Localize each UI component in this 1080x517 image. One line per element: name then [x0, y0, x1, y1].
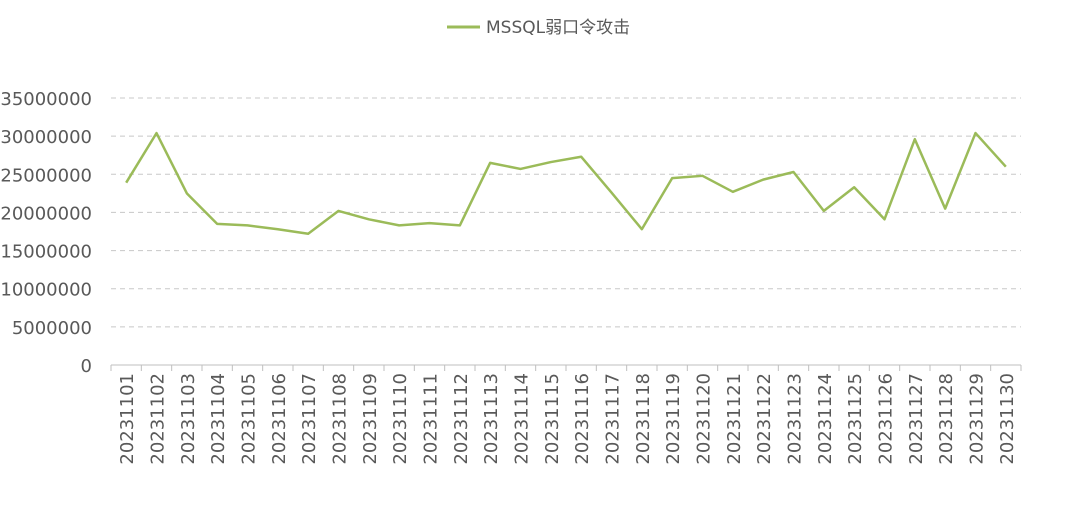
data-point [943, 207, 947, 211]
x-tick-label: 20231126 [876, 373, 897, 465]
data-point [337, 209, 341, 213]
x-axis: 20231101 20231102 20231103 20231104 20231105… [110, 364, 1022, 465]
data-point [549, 160, 553, 164]
data-point [276, 227, 280, 231]
data-point [822, 209, 826, 213]
y-tick-label: 0 [81, 356, 92, 377]
legend-label: MSSQL弱口令攻击 [486, 18, 630, 38]
x-tick-label: 20231122 [754, 373, 775, 465]
y-tick-label: 35000000 [0, 89, 92, 110]
data-point [913, 137, 917, 141]
data-point [1004, 165, 1008, 169]
y-tick-label: 5000000 [12, 318, 92, 339]
x-tick-label: 20231112 [451, 373, 472, 465]
x-tick-label: 20231102 [148, 373, 169, 465]
y-tick-label: 25000000 [0, 165, 92, 186]
x-tick-label: 20231113 [481, 373, 502, 465]
y-tick-label: 10000000 [0, 280, 92, 301]
x-tick-label: 20231104 [208, 373, 229, 465]
x-tick-label: 20231117 [603, 373, 624, 465]
x-tick-label: 20231128 [936, 373, 957, 465]
data-point [488, 161, 492, 165]
data-point [397, 223, 401, 227]
x-tick-label: 20231103 [178, 373, 199, 465]
x-tick-label: 20231114 [512, 373, 533, 465]
data-point [428, 221, 432, 225]
y-tick-label: 30000000 [0, 127, 92, 148]
data-point [852, 185, 856, 189]
data-point [731, 190, 735, 194]
data-point [246, 223, 250, 227]
data-point [306, 232, 310, 236]
y-tick-label: 20000000 [0, 203, 92, 224]
x-tick-label: 20231109 [360, 373, 381, 465]
y-tick-label: 15000000 [0, 242, 92, 263]
x-tick-label: 20231123 [785, 373, 806, 465]
series-layer [124, 131, 1008, 236]
x-tick-label: 20231118 [633, 373, 654, 465]
data-point [367, 217, 371, 221]
data-point [761, 178, 765, 182]
x-tick-label: 20231127 [906, 373, 927, 465]
data-point [155, 131, 159, 135]
x-tick-label: 20231120 [694, 373, 715, 465]
data-point [185, 191, 189, 195]
x-tick-label: 20231124 [815, 373, 836, 465]
x-tick-label: 20231107 [299, 373, 320, 465]
x-tick-label: 20231125 [845, 373, 866, 465]
data-point [640, 227, 644, 231]
x-tick-label: 20231111 [421, 373, 442, 465]
x-tick-label: 20231105 [239, 373, 260, 465]
y-axis: 0 5000000 10000000 15000000 20000000 25000000… [0, 89, 92, 377]
x-tick-label: 20231121 [724, 373, 745, 465]
data-point [215, 222, 219, 226]
series-line [125, 131, 1007, 236]
x-tick-label: 20231129 [967, 373, 988, 465]
x-tick-label: 20231119 [663, 373, 684, 465]
data-point [124, 181, 128, 185]
data-point [670, 176, 674, 180]
data-point [519, 167, 523, 171]
x-tick-label: 20231108 [330, 373, 351, 465]
data-point [883, 217, 887, 221]
data-point [974, 131, 978, 135]
x-tick-label: 20231106 [269, 373, 290, 465]
x-tick-label: 20231101 [117, 373, 138, 465]
gridlines [111, 97, 1021, 328]
x-tick-label: 20231110 [390, 373, 411, 465]
data-point [701, 174, 705, 178]
x-tick-label: 20231116 [572, 373, 593, 465]
data-point [458, 223, 462, 227]
data-point [792, 170, 796, 174]
legend: MSSQL弱口令攻击 [447, 18, 630, 38]
data-point [610, 191, 614, 195]
x-tick-label: 20231115 [542, 373, 563, 465]
x-tick-label: 20231130 [997, 373, 1018, 465]
data-point [579, 155, 583, 159]
